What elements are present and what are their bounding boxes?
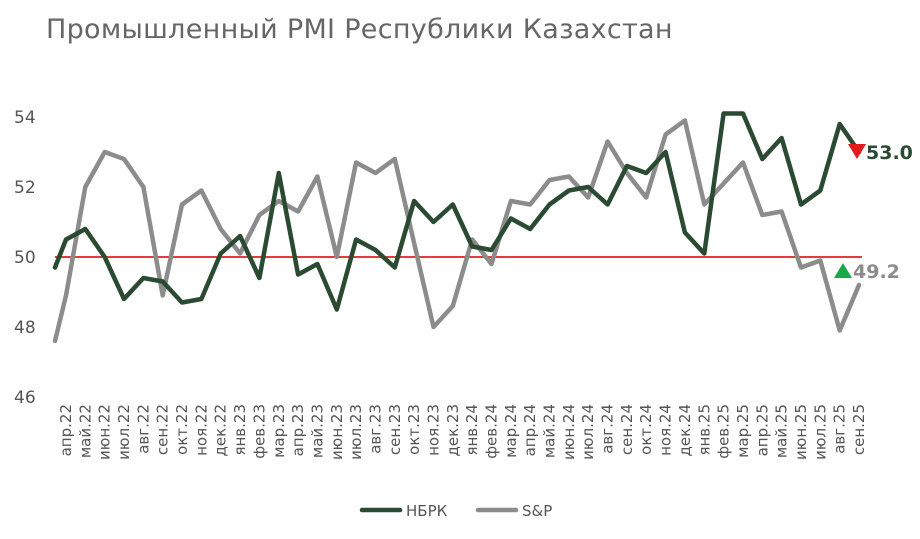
end-label-nbrk: 53.0 — [866, 142, 913, 164]
x-tick-label: ноя.23 — [424, 404, 442, 456]
x-tick-label: авг.23 — [366, 404, 384, 454]
x-tick-label: ноя.24 — [657, 404, 675, 456]
x-tick-label: мар.23 — [270, 404, 288, 458]
x-tick-label: сен.25 — [850, 404, 868, 455]
x-tick-label: май.22 — [76, 404, 94, 458]
y-tick-label-46: 46 — [14, 388, 36, 408]
x-tick-label: фев.24 — [483, 404, 501, 459]
x-tick-label: окт.24 — [637, 404, 655, 455]
series-line-sp — [52, 118, 862, 344]
x-tick-label: окт.23 — [405, 404, 423, 455]
x-tick-label: апр.25 — [753, 404, 771, 456]
x-tick-label: ноя.22 — [192, 404, 210, 456]
x-tick-label: июн.25 — [792, 404, 810, 460]
y-tick-label-52: 52 — [14, 178, 36, 198]
chart-title: Промышленный PMI Республики Казахстан — [46, 14, 673, 45]
y-tick-label-50: 50 — [14, 248, 36, 268]
x-tick-label: фев.23 — [250, 404, 268, 459]
x-tick-label: июл.24 — [579, 404, 597, 460]
x-tick-label: май.25 — [773, 404, 791, 458]
x-tick-label: апр.23 — [289, 404, 307, 456]
legend-label-nbrk: НБРК — [406, 502, 448, 520]
x-tick-label: янв.25 — [695, 404, 713, 456]
x-tick-label: янв.23 — [231, 404, 249, 456]
x-tick-label: май.23 — [308, 404, 326, 458]
x-tick-label: июн.22 — [96, 404, 114, 460]
x-tick-label: мар.24 — [502, 404, 520, 458]
x-tick-label: авг.22 — [134, 404, 152, 454]
x-tick-label: сен.23 — [386, 404, 404, 455]
end-label-sp: 49.2 — [853, 261, 900, 283]
x-tick-label: авг.25 — [831, 404, 849, 454]
x-tick-label: июл.25 — [811, 404, 829, 460]
x-tick-label: апр.24 — [521, 404, 539, 456]
end-marker-sp — [834, 263, 852, 278]
x-tick-label: дек.22 — [212, 404, 230, 457]
y-tick-label-48: 48 — [14, 318, 36, 338]
x-tick-label: сен.24 — [618, 404, 636, 455]
x-tick-label: июл.22 — [115, 404, 133, 460]
end-marker-nbrk — [848, 144, 866, 159]
x-tick-label: фев.25 — [715, 404, 733, 459]
x-tick-label: апр.22 — [57, 404, 75, 456]
x-tick-label: янв.24 — [463, 404, 481, 456]
series-line-nbrk — [52, 111, 862, 312]
x-tick-label: май.24 — [541, 404, 559, 458]
x-tick-label: дек.24 — [676, 404, 694, 457]
x-tick-label: июн.24 — [560, 404, 578, 460]
x-tick-label: июл.23 — [347, 404, 365, 460]
x-tick-label: июн.23 — [328, 404, 346, 460]
legend-label-sp: S&P — [522, 502, 552, 520]
x-tick-label: окт.22 — [173, 404, 191, 455]
y-tick-label-54: 54 — [14, 108, 36, 128]
x-tick-label: мар.25 — [734, 404, 752, 458]
x-tick-label: сен.22 — [154, 404, 172, 455]
x-tick-label: авг.24 — [599, 404, 617, 454]
x-tick-label: дек.23 — [444, 404, 462, 457]
